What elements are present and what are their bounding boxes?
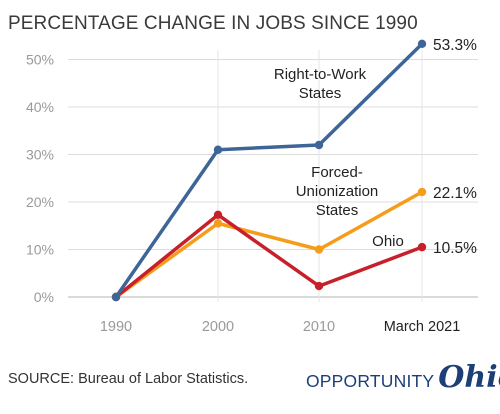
data-point <box>111 292 121 302</box>
series-line <box>114 213 424 299</box>
logo-word: OPPORTUNITY <box>306 371 435 391</box>
x-axis-tick-labels: 1990 2000 2010 March 2021 <box>100 319 460 335</box>
y-tick-label: 50% <box>26 52 54 68</box>
series-labels: 22.1%10.5%53.3%Right-to-Work StatesForced… <box>274 37 477 257</box>
series-name-label: Forced- Unionization States <box>296 164 379 219</box>
data-point <box>314 245 324 254</box>
y-tick-label: 0% <box>34 289 54 305</box>
end-value-label: 22.1% <box>433 185 477 202</box>
series-lines <box>114 42 424 299</box>
brand-logo: OPPORTUNITYOhio <box>306 360 500 395</box>
series-name-label: Right-to-Work States <box>274 66 367 102</box>
series-name-line: Ohio <box>372 233 404 250</box>
data-point <box>213 210 223 220</box>
logo-script: Ohio <box>438 360 500 395</box>
series-line <box>114 190 424 299</box>
x-tick-label: 1990 <box>100 319 132 335</box>
series-name-label: Ohio <box>372 233 404 250</box>
end-value-label: 53.3% <box>433 37 477 54</box>
y-tick-label: 20% <box>26 194 54 210</box>
data-point <box>417 187 427 197</box>
x-tick-label: 2010 <box>303 319 335 335</box>
data-point <box>314 140 324 150</box>
data-point <box>314 281 324 291</box>
y-tick-label: 10% <box>26 242 54 258</box>
source-note: SOURCE: Bureau of Labor Statistics. <box>8 371 249 387</box>
data-point <box>213 145 223 154</box>
series-line <box>114 42 424 299</box>
gridlines <box>68 50 478 302</box>
series-name-line: Forced- <box>311 164 363 181</box>
data-point <box>417 39 427 49</box>
series-points <box>111 39 427 302</box>
x-tick-label: March 2021 <box>384 319 461 335</box>
x-tick-label: 2000 <box>202 319 234 335</box>
series-name-line: Right-to-Work <box>274 66 367 83</box>
data-point <box>213 219 223 228</box>
chart-title: PERCENTAGE CHANGE IN JOBS SINCE 1990 <box>8 13 418 34</box>
y-tick-label: 40% <box>26 99 54 115</box>
end-value-label: 10.5% <box>433 240 477 257</box>
series-name-line: Unionization <box>296 183 379 200</box>
series-name-line: States <box>299 85 342 102</box>
data-point <box>417 242 427 252</box>
series-name-line: States <box>316 202 359 219</box>
y-axis-tick-labels: 0% 10% 20% 30% 40% 50% <box>26 52 54 306</box>
y-tick-label: 30% <box>26 147 54 163</box>
